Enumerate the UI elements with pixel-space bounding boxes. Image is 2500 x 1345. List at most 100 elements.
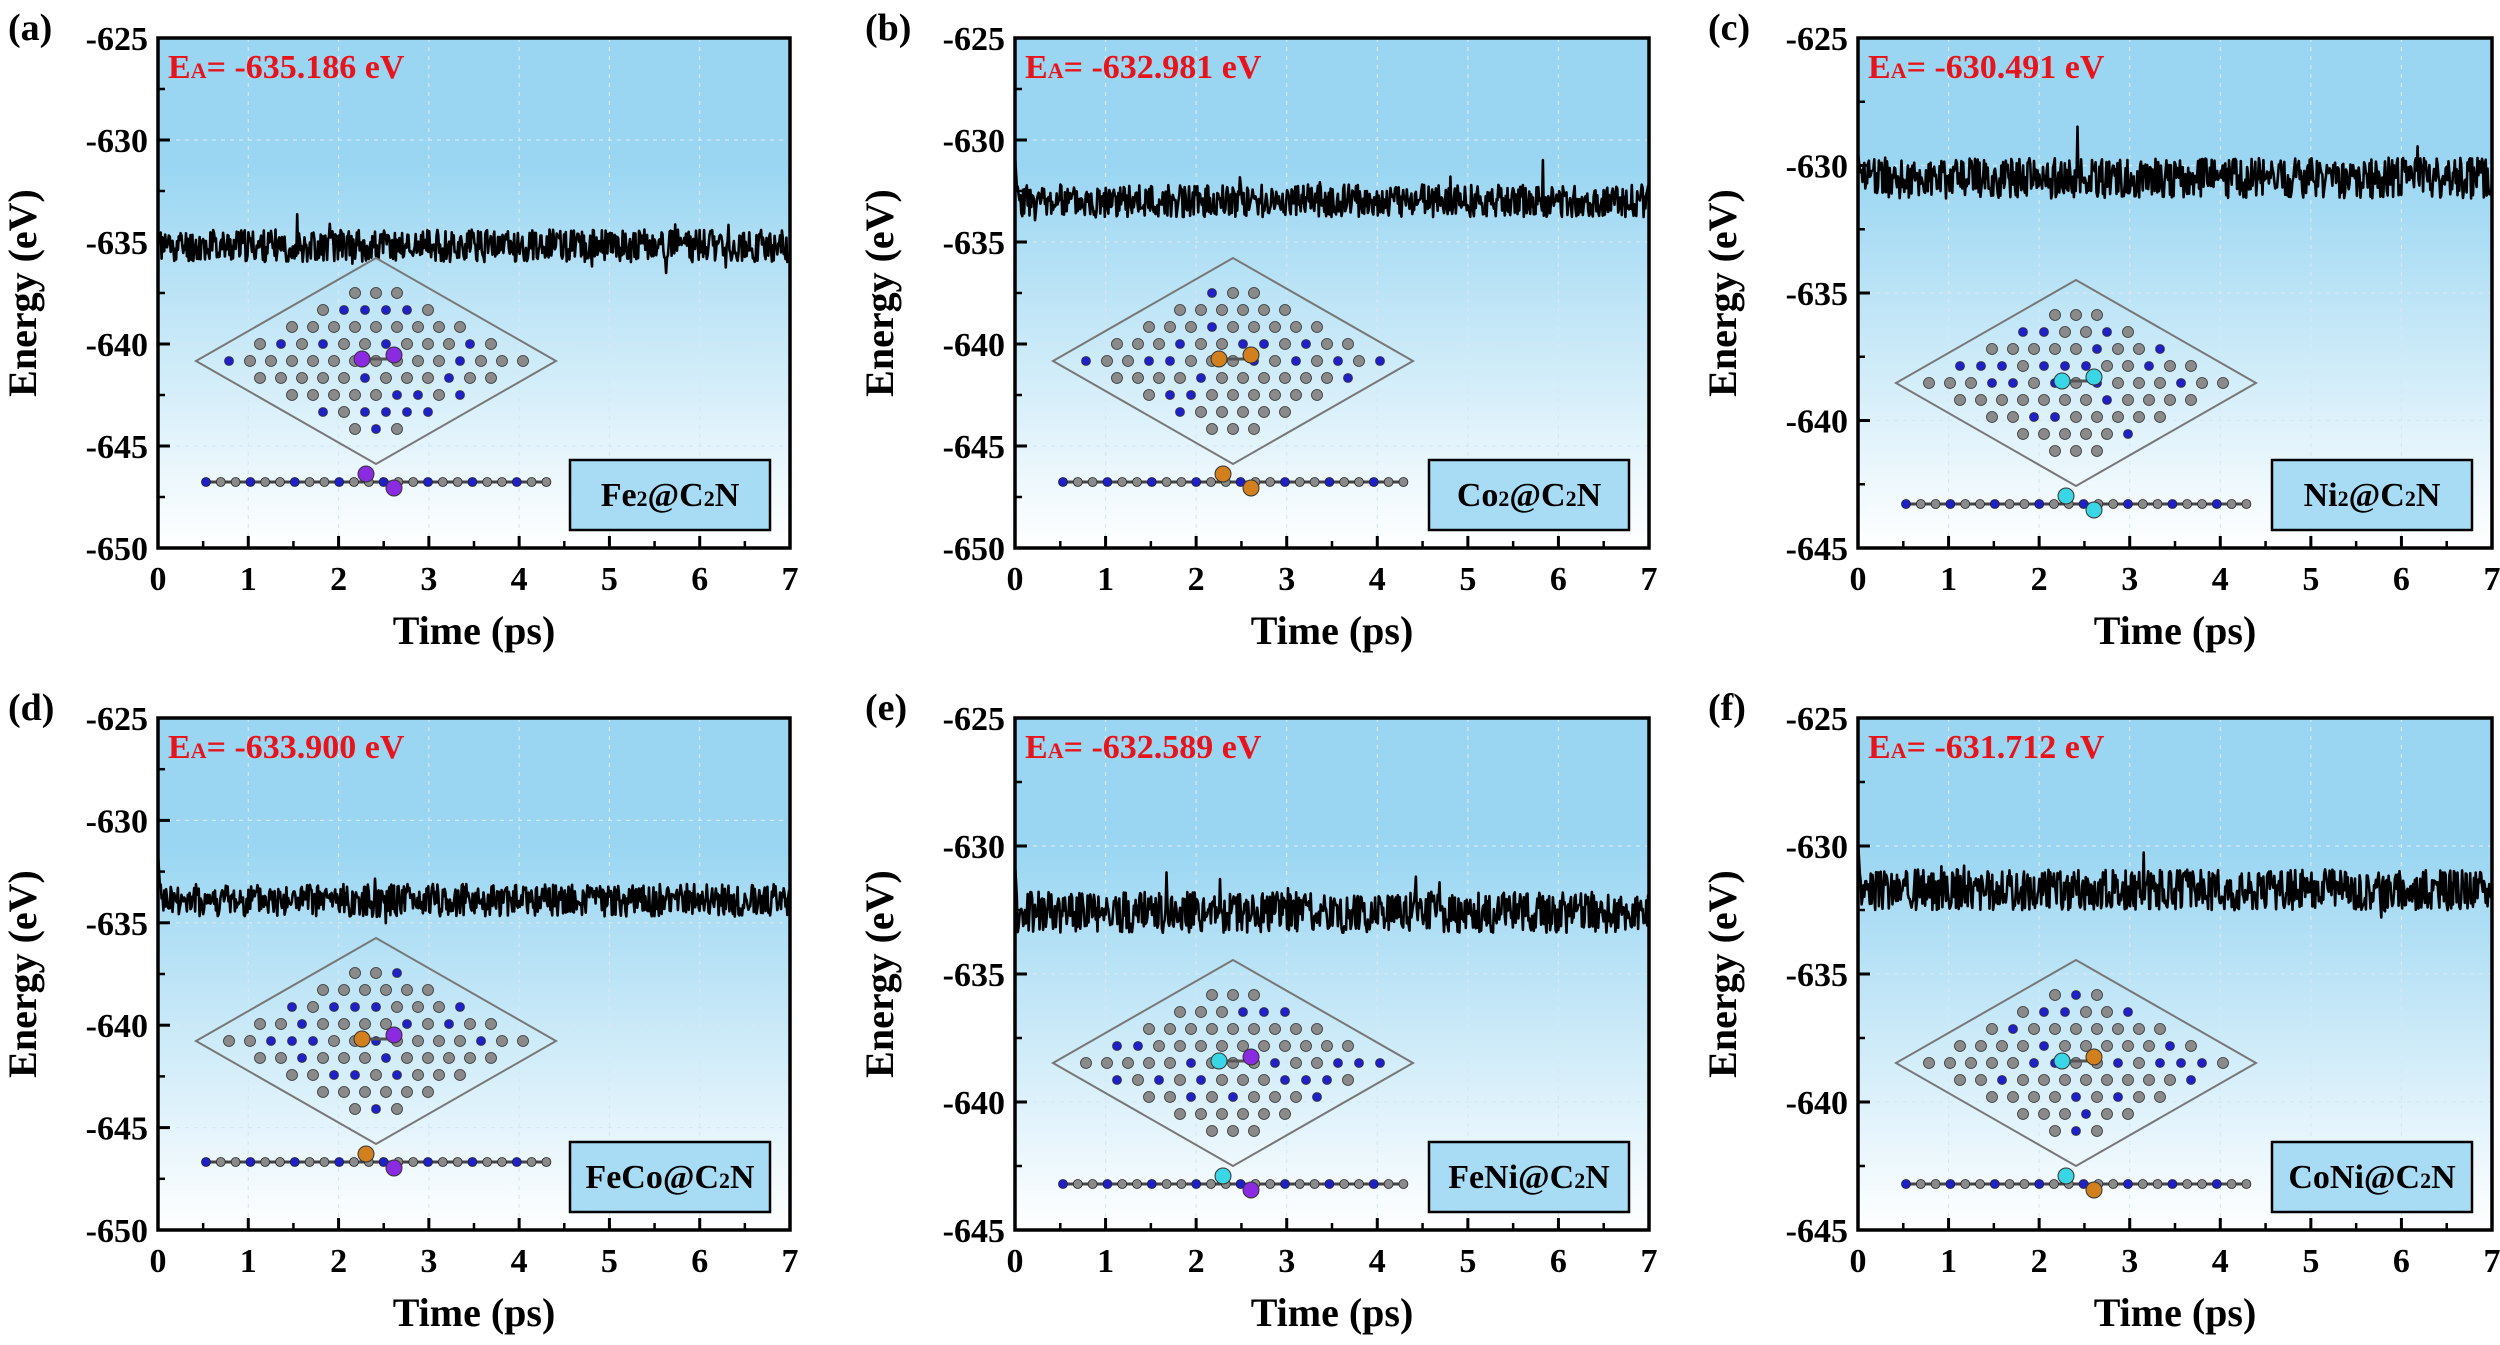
carbon-atom bbox=[2101, 1006, 2113, 1018]
nitrogen-atom bbox=[1354, 1058, 1364, 1068]
nitrogen-atom bbox=[371, 1104, 381, 1114]
carbon-atom bbox=[2112, 377, 2124, 389]
carbon-atom bbox=[317, 1086, 329, 1098]
panel-tag: (c) bbox=[1708, 7, 1750, 49]
nitrogen-atom bbox=[1196, 1075, 1206, 1085]
carbon-atom bbox=[1122, 355, 1134, 367]
carbon-atom bbox=[2091, 989, 2103, 1001]
carbon-atom bbox=[422, 338, 434, 350]
carbon-atom bbox=[275, 1052, 287, 1064]
x-tick-label: 7 bbox=[782, 1243, 799, 1280]
x-tick-label: 4 bbox=[2212, 561, 2229, 598]
y-tick-label: -630 bbox=[86, 123, 148, 160]
panel-tag: (a) bbox=[8, 7, 52, 49]
nitrogen-atom bbox=[1133, 1041, 1143, 1051]
x-tick-label: 0 bbox=[1007, 1243, 1024, 1280]
nitrogen-atom bbox=[2050, 412, 2060, 422]
carbon-atom bbox=[1258, 1108, 1270, 1120]
carbon-atom bbox=[1185, 355, 1197, 367]
carbon-atom bbox=[517, 1035, 529, 1047]
carbon-atom bbox=[1164, 1091, 1176, 1103]
carbon-atom bbox=[319, 1157, 330, 1167]
metal-atom bbox=[385, 346, 403, 364]
carbon-atom bbox=[349, 1157, 359, 1167]
carbon-atom bbox=[2133, 411, 2145, 423]
carbon-atom bbox=[1216, 1006, 1228, 1018]
carbon-atom bbox=[1122, 1057, 1134, 1069]
y-tick-label: -625 bbox=[1786, 21, 1848, 58]
nitrogen-atom bbox=[350, 1002, 360, 1012]
carbon-atom bbox=[1072, 477, 1083, 487]
nitrogen-atom bbox=[444, 1019, 454, 1029]
carbon-atom bbox=[230, 1157, 241, 1167]
panel-tag: (d) bbox=[8, 687, 54, 729]
carbon-atom bbox=[1960, 1179, 1971, 1189]
carbon-atom bbox=[254, 1018, 266, 1030]
carbon-atom bbox=[1111, 338, 1123, 350]
carbon-atom bbox=[1339, 477, 1350, 487]
nitrogen-atom bbox=[2029, 412, 2039, 422]
nitrogen-atom bbox=[1146, 477, 1157, 487]
carbon-atom bbox=[215, 1157, 226, 1167]
carbon-atom bbox=[1321, 372, 1333, 384]
carbon-atom bbox=[286, 389, 298, 401]
energy-series-line bbox=[1856, 840, 2494, 919]
nitrogen-atom bbox=[1112, 1041, 1122, 1051]
carbon-atom bbox=[296, 372, 308, 384]
nitrogen-atom bbox=[2155, 1058, 2165, 1068]
carbon-atom bbox=[412, 355, 424, 367]
x-tick-label: 0 bbox=[1007, 561, 1024, 598]
x-tick-label: 1 bbox=[240, 561, 257, 598]
nitrogen-atom bbox=[371, 1002, 381, 1012]
y-axis-title: Energy (eV) bbox=[1700, 189, 1745, 397]
carbon-atom bbox=[1354, 477, 1364, 487]
carbon-atom bbox=[275, 477, 285, 487]
nitrogen-atom bbox=[1901, 499, 1911, 509]
carbon-atom bbox=[2133, 1023, 2145, 1035]
carbon-atom bbox=[317, 1052, 329, 1064]
carbon-atom bbox=[1965, 377, 1977, 389]
carbon-atom bbox=[1398, 1179, 1409, 1189]
carbon-atom bbox=[2017, 1040, 2029, 1052]
carbon-atom bbox=[1321, 338, 1333, 350]
nitrogen-atom bbox=[2113, 1058, 2123, 1068]
carbon-atom bbox=[433, 1001, 445, 1013]
nitrogen-atom bbox=[350, 1070, 360, 1080]
nitrogen-atom bbox=[1102, 477, 1113, 487]
carbon-atom bbox=[2080, 394, 2092, 406]
chart-panel: 0 1 2 3 4 5 6 7 -625 -630 -635 -640 -645 -650 Time (ps… bbox=[0, 7, 799, 653]
y-tick-label: -625 bbox=[86, 701, 148, 738]
carbon-atom bbox=[2059, 326, 2071, 338]
carbon-atom bbox=[1195, 1006, 1207, 1018]
carbon-atom bbox=[1265, 1179, 1276, 1189]
nitrogen-atom bbox=[1112, 1075, 1122, 1085]
carbon-atom bbox=[422, 1052, 434, 1064]
structure-cell-outline bbox=[1050, 958, 1416, 1168]
carbon-atom bbox=[422, 372, 434, 384]
nitrogen-atom bbox=[2123, 429, 2133, 439]
metal-atom bbox=[1242, 479, 1260, 497]
carbon-atom bbox=[1279, 406, 1291, 418]
carbon-atom bbox=[391, 423, 403, 435]
nitrogen-atom bbox=[1165, 356, 1175, 366]
x-tick-label: 3 bbox=[1278, 1243, 1295, 1280]
nitrogen-atom bbox=[2060, 1007, 2070, 1017]
carbon-atom bbox=[408, 1157, 419, 1167]
carbon-atom bbox=[328, 321, 340, 333]
nitrogen-atom bbox=[1322, 1075, 1332, 1085]
carbon-atom bbox=[1258, 406, 1270, 418]
nitrogen-atom bbox=[1989, 499, 2000, 509]
nitrogen-atom bbox=[2167, 1179, 2178, 1189]
x-tick-label: 5 bbox=[2302, 1243, 2319, 1280]
carbon-atom bbox=[1975, 394, 1987, 406]
carbon-atom bbox=[1248, 321, 1260, 333]
carbon-atom bbox=[1248, 423, 1260, 435]
carbon-atom bbox=[260, 1157, 271, 1167]
nitrogen-atom bbox=[1196, 373, 1206, 383]
chart-panel: 0 1 2 3 4 5 6 7 -625 -630 -635 -640 -645 Time (ps) Ene… bbox=[857, 687, 1658, 1335]
carbon-atom bbox=[412, 1001, 424, 1013]
carbon-atom bbox=[1279, 1108, 1291, 1120]
x-tick-label: 2 bbox=[330, 561, 347, 598]
nitrogen-atom bbox=[402, 305, 412, 315]
carbon-atom bbox=[1206, 389, 1218, 401]
